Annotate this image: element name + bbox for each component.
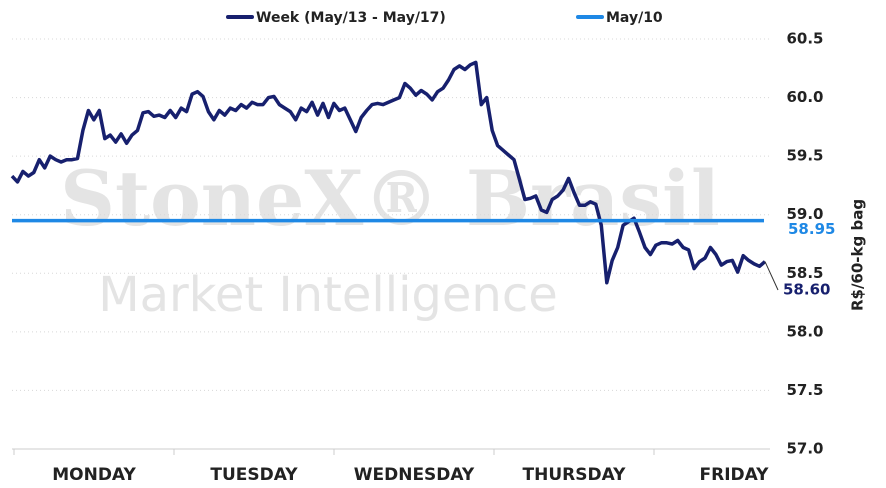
x-tick-label: FRIDAY: [700, 465, 770, 485]
x-tick-label: TUESDAY: [210, 465, 298, 485]
leader-line: [764, 261, 779, 291]
y-tick-label: 60.0: [786, 88, 823, 106]
y-axis-label: R$/60-kg bag: [849, 199, 867, 311]
y-tick-label: 57.5: [786, 381, 823, 399]
legend-label: May/10: [606, 10, 663, 26]
x-tick-label: WEDNESDAY: [354, 465, 475, 485]
y-tick-label: 60.5: [786, 30, 823, 48]
y-tick-label: 59.0: [786, 205, 823, 223]
y-tick-label: 59.5: [786, 147, 823, 165]
y-tick-label: 58.0: [786, 322, 823, 340]
watermark: Market Intelligence: [98, 267, 558, 323]
y-tick-label: 57.0: [786, 440, 823, 458]
legend-label: Week (May/13 - May/17): [256, 10, 446, 26]
watermark: StoneX® Brasil: [60, 154, 720, 243]
end-label: 58.60: [783, 281, 830, 299]
line: [10, 60, 767, 285]
value-label: 58.95: [788, 220, 835, 238]
y-tick-label: 58.5: [786, 264, 823, 282]
x-tick-label: MONDAY: [52, 465, 136, 485]
x-tick-label: THURSDAY: [523, 465, 627, 485]
